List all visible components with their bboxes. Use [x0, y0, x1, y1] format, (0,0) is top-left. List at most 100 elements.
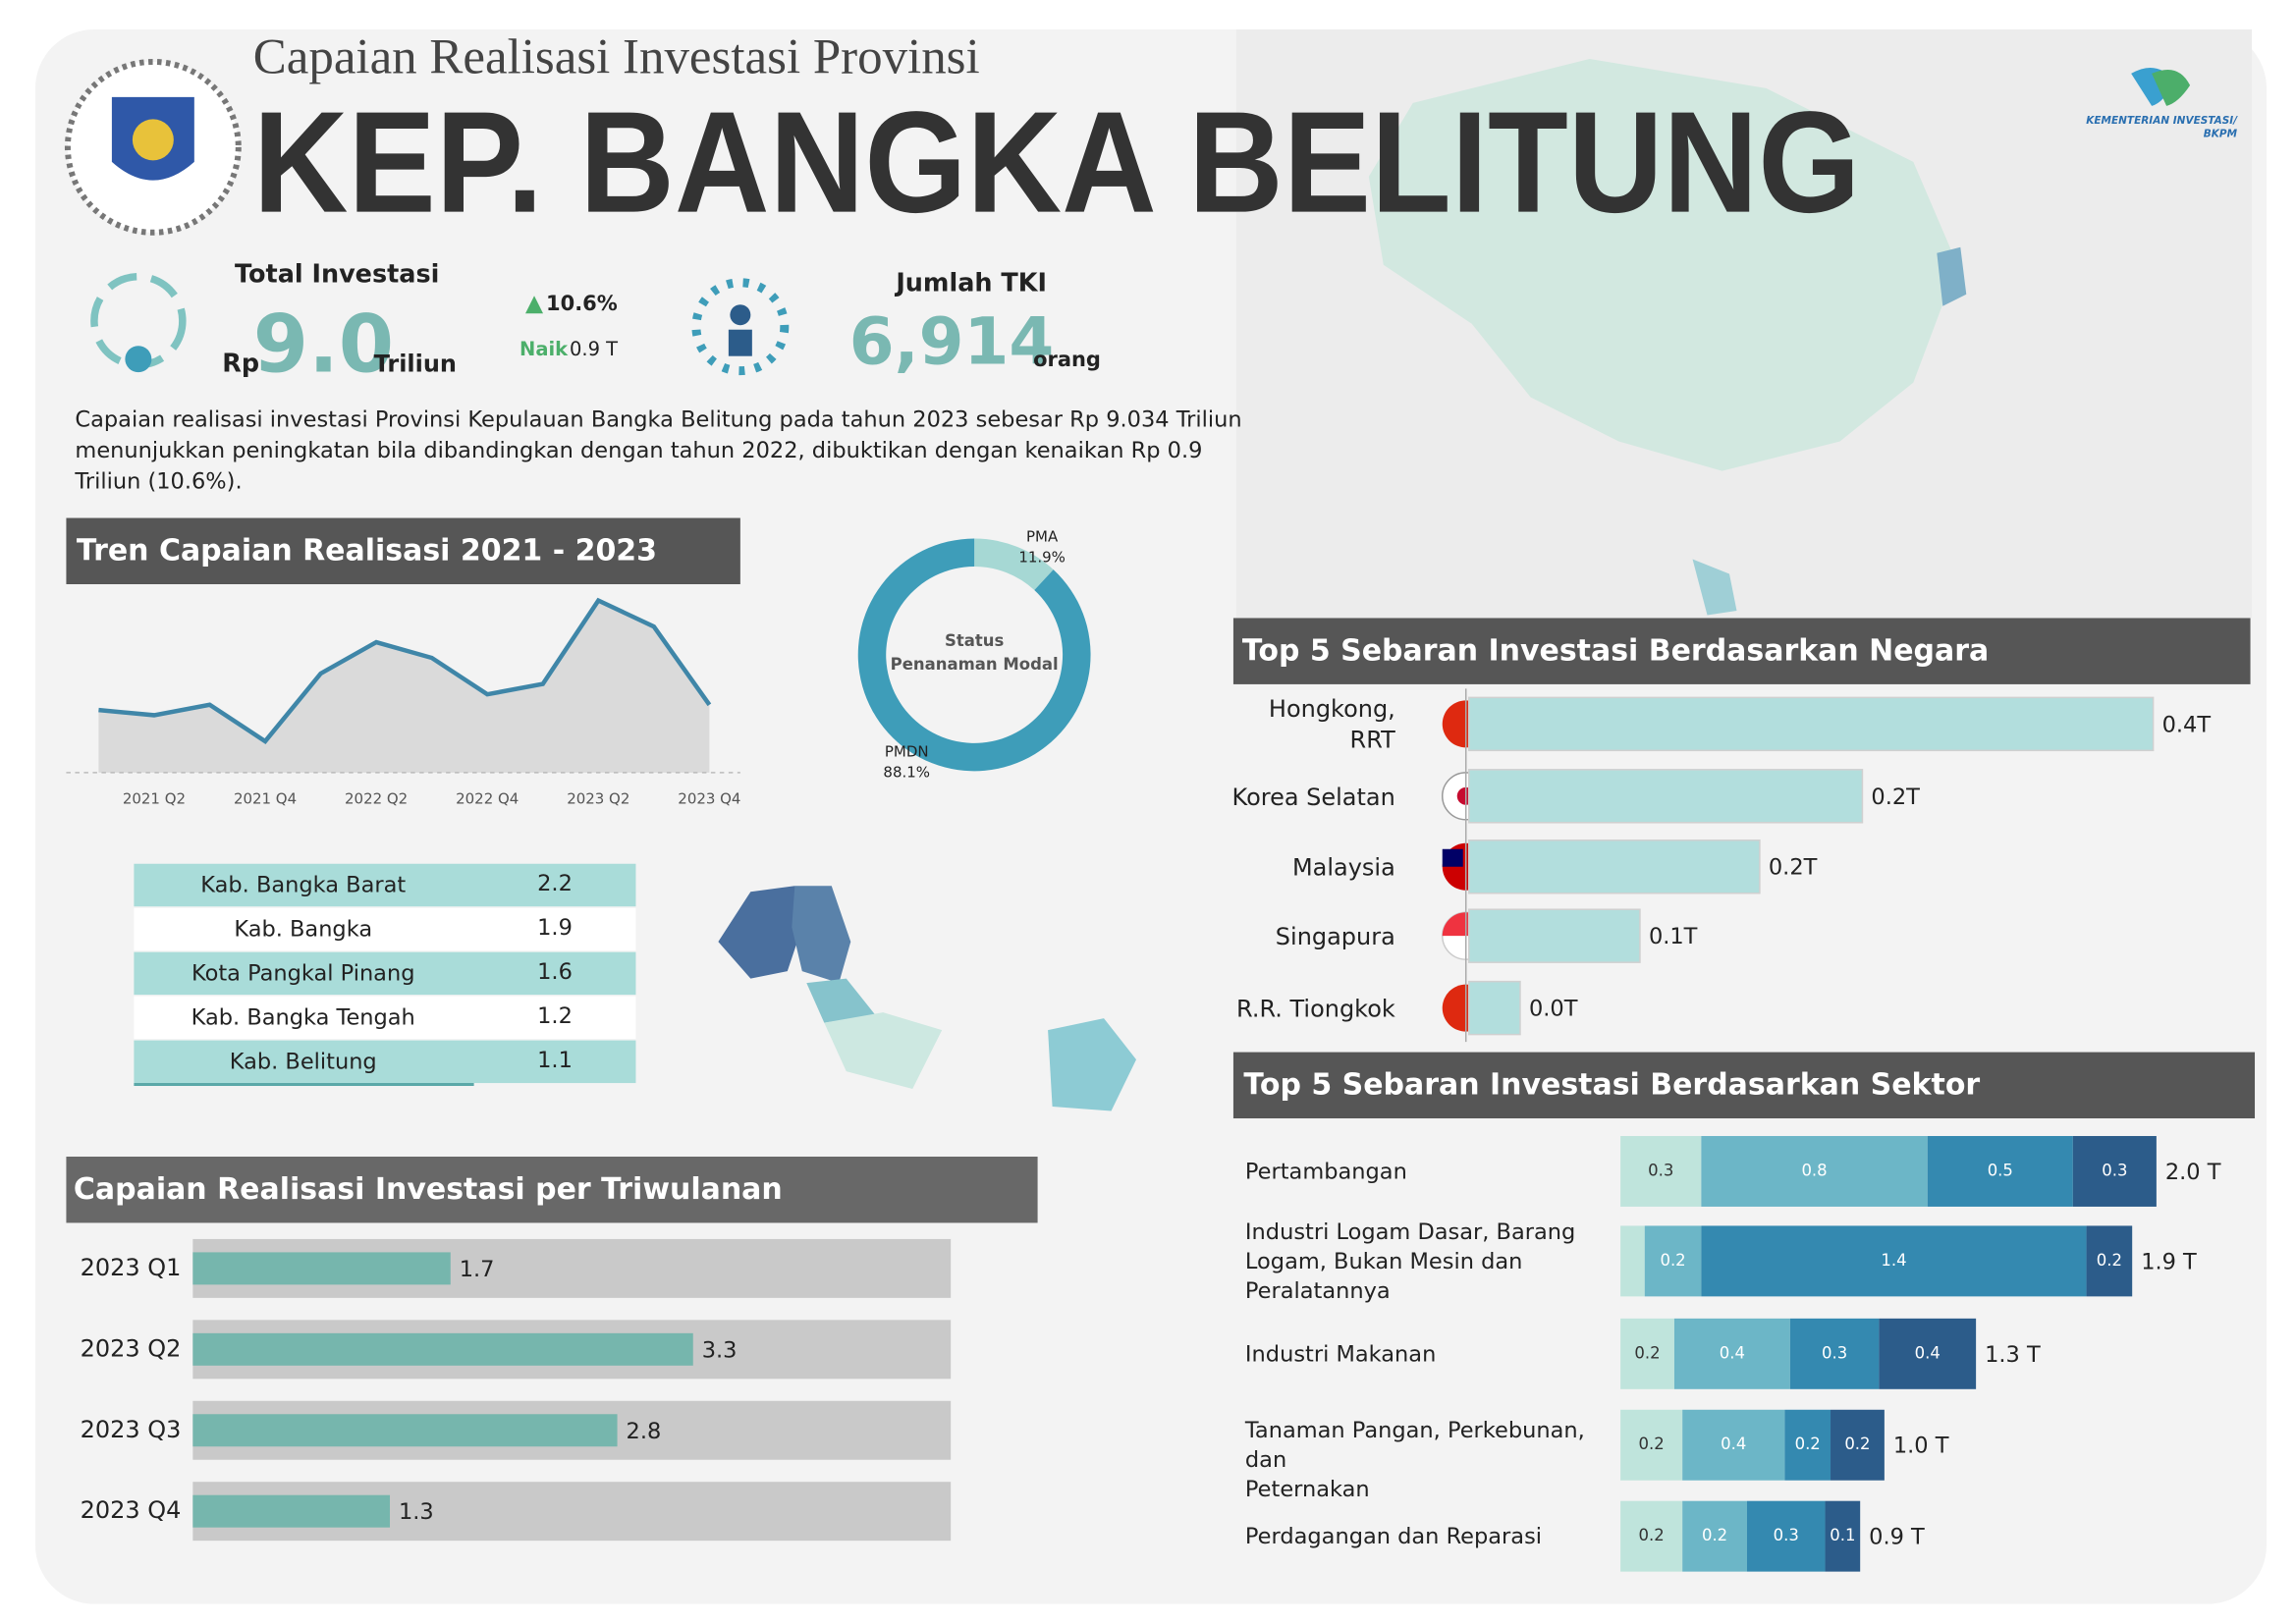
segment-label: 0.2 — [1795, 1435, 1821, 1453]
section-title: Top 5 Sebaran Investasi Berdasarkan Nega… — [1242, 633, 1989, 668]
kpi-growth: 10.6% — [546, 292, 618, 315]
ministry-logo — [2152, 69, 2191, 106]
table-cell: Kab. Belitung — [230, 1050, 377, 1075]
subtitle: Capaian Realisasi Investasi Provinsi — [253, 30, 980, 85]
segment-label: 0.2 — [1639, 1435, 1665, 1453]
map-country — [1368, 58, 1958, 471]
table-cell: 1.2 — [537, 1003, 573, 1029]
bar-value: 3.3 — [702, 1337, 738, 1363]
bar — [192, 1332, 693, 1366]
area — [98, 600, 710, 773]
bar — [1467, 908, 1641, 963]
worker-icon — [730, 304, 751, 326]
worker-icon — [691, 278, 790, 376]
bar-segment — [1682, 1409, 1785, 1481]
bar-segment — [1620, 1136, 1702, 1207]
table-cell: Kab. Bangka — [234, 917, 372, 943]
category-label: Industri Makanan — [1244, 1340, 1437, 1368]
x-tick-label: 2023 Q2 — [567, 789, 629, 807]
x-tick-label: 2021 Q4 — [234, 789, 297, 807]
bar-segment — [2086, 1225, 2133, 1297]
segment-label: 0.3 — [1774, 1526, 1799, 1544]
x-tick-label: 2022 Q2 — [345, 789, 408, 807]
regency-shape — [824, 1012, 943, 1090]
table-cell: Kota Pangkal Pinang — [191, 961, 414, 987]
bar — [192, 1252, 451, 1285]
table-row — [134, 907, 636, 951]
bar — [192, 1494, 391, 1528]
category-label: Tanaman Pangan, Perkebunan, dan Peternak… — [1244, 1417, 1585, 1503]
segment-label: 0.2 — [1702, 1526, 1727, 1544]
category-label: 2023 Q2 — [81, 1334, 182, 1362]
slice-label: PMDN — [885, 742, 929, 760]
category-label: Pertambangan — [1244, 1158, 1407, 1185]
kpi-value: 6,914 — [849, 303, 1055, 379]
category-label: Industri Logam Dasar, Barang Logam, Buka… — [1244, 1218, 1576, 1304]
bar-segment — [2072, 1136, 2157, 1207]
total-label: 2.0 T — [2165, 1160, 2221, 1185]
bar-value: 0.2T — [1769, 855, 1818, 881]
section-header — [1232, 618, 2251, 684]
growth-arrow — [525, 296, 544, 314]
bar-segment — [1701, 1225, 2087, 1297]
bar-value: 0.0T — [1529, 997, 1578, 1022]
section-header — [1232, 1052, 2256, 1119]
section-header — [66, 517, 740, 584]
total-label: 1.0 T — [1893, 1434, 1949, 1459]
segment-label: 0.3 — [1648, 1161, 1673, 1179]
table-row — [134, 1040, 636, 1084]
bar-segment — [1789, 1318, 1880, 1389]
bar-value: 0.2T — [1871, 785, 1920, 810]
table-cell: Kab. Bangka Barat — [200, 873, 406, 898]
table-cell: 1.1 — [537, 1048, 573, 1073]
bar-segment — [1620, 1225, 1645, 1297]
slice-value: 88.1% — [883, 763, 930, 781]
section-header — [66, 1156, 1038, 1223]
bar-segment — [1620, 1318, 1674, 1389]
category-label: Hongkong, RRT — [1268, 694, 1395, 754]
slice-value: 11.9% — [1018, 549, 1066, 567]
section-title: Capaian Realisasi Investasi per Triwulan… — [74, 1172, 783, 1207]
kpi-label: Jumlah TKI — [894, 268, 1047, 298]
kpi-currency: Rp — [222, 350, 259, 379]
x-tick-label: 2022 Q4 — [456, 789, 519, 807]
segment-label: 0.2 — [1844, 1435, 1870, 1453]
bar — [1467, 769, 1864, 824]
donut-center: Status Penanaman Modal — [890, 630, 1059, 675]
bar-segment — [1620, 1409, 1683, 1481]
segment-label: 1.4 — [1881, 1251, 1906, 1270]
kpi-unit: orang — [1033, 348, 1101, 371]
table-row — [134, 996, 636, 1040]
map-malaysia — [1692, 559, 1737, 616]
table-cell: Kab. Bangka Tengah — [191, 1005, 415, 1031]
bar-segment — [1825, 1500, 1861, 1572]
flag — [1442, 848, 1463, 867]
bar-segment — [1620, 1500, 1683, 1572]
bar-value: 0.4T — [2162, 712, 2212, 737]
segment-label: 0.2 — [1634, 1343, 1660, 1362]
total-label: 1.3 T — [1985, 1342, 2041, 1368]
bar-segment — [1746, 1500, 1826, 1572]
category-label: 2023 Q4 — [81, 1496, 182, 1524]
line — [98, 597, 712, 744]
bar — [1467, 980, 1521, 1036]
section-title: Tren Capaian Realisasi 2021 - 2023 — [77, 534, 657, 568]
x-tick-label: 2023 Q4 — [678, 789, 740, 807]
segment-label: 0.2 — [1639, 1526, 1665, 1544]
regency-shape — [718, 886, 802, 979]
emblem-center — [132, 119, 174, 161]
x-tick-label: 2021 Q2 — [123, 789, 186, 807]
description: Capaian realisasi investasi Provinsi Kep… — [75, 406, 1242, 495]
category-label: 2023 Q3 — [81, 1416, 182, 1443]
table-row — [134, 951, 636, 996]
total-label: 1.9 T — [2141, 1249, 2197, 1274]
map-korea — [1937, 246, 1967, 306]
worker-icon — [728, 329, 752, 356]
category-label: Malaysia — [1291, 853, 1395, 882]
table-row — [134, 863, 636, 907]
title: KEP. BANGKA BELITUNG — [253, 82, 1861, 244]
investment-icon — [125, 346, 152, 373]
table-cell: 1.9 — [537, 915, 573, 941]
